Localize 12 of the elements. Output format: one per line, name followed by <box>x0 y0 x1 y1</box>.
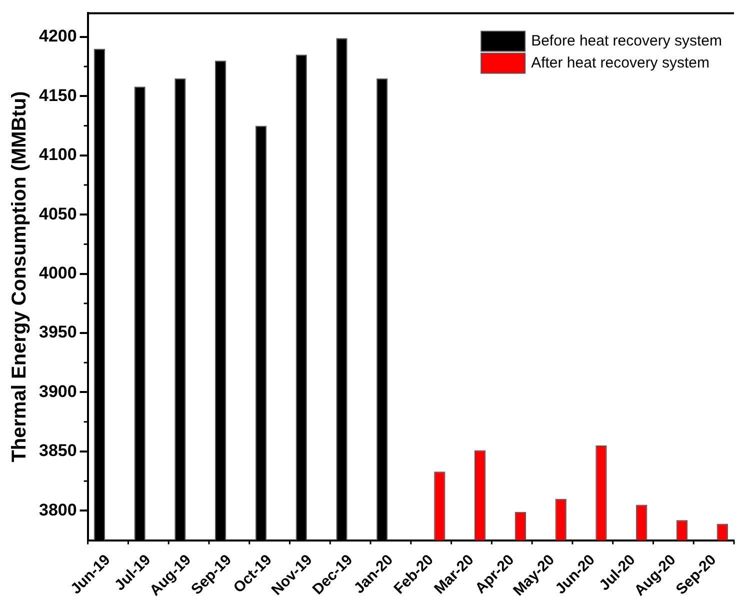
y-tick-label: 4150 <box>38 86 77 105</box>
y-tick-label: 4000 <box>38 263 77 282</box>
y-tick-label: 4200 <box>38 26 77 46</box>
y-tick-label: 3800 <box>38 500 77 520</box>
y-tick-label: 4050 <box>38 204 77 224</box>
legend-label: Before heat recovery system <box>531 32 722 50</box>
y-axis-title: Thermal Energy Consumption (MMBtu) <box>8 91 31 462</box>
y-tick-label: 4100 <box>38 145 77 164</box>
y-tick-label: 3850 <box>38 441 77 460</box>
legend-label: After heat recovery system <box>531 54 710 72</box>
y-tick-label: 3950 <box>38 322 77 342</box>
y-tick-label: 3900 <box>38 382 77 401</box>
